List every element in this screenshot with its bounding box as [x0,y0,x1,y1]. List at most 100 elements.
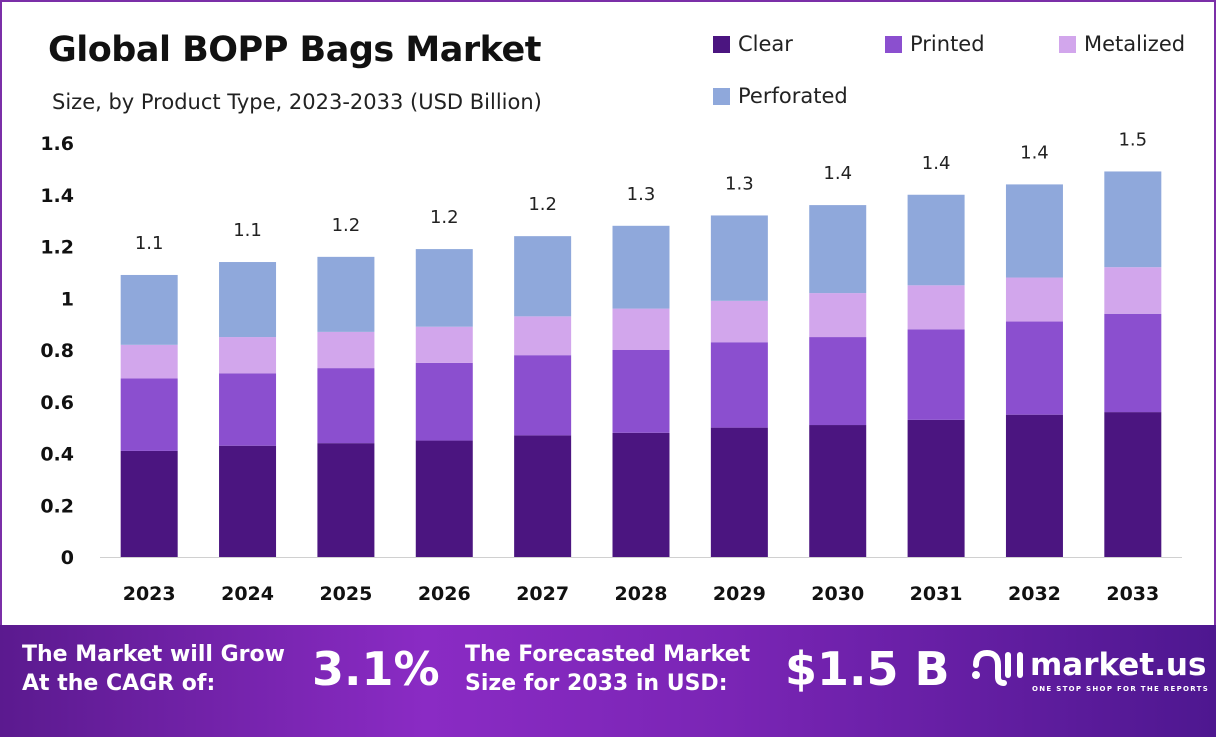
legend-swatch-clear [713,35,730,53]
total-label: 1.4 [922,153,951,174]
forecast-label: The Forecasted Market Size for 2033 in US… [465,640,750,698]
bar-segment-printed [1005,321,1063,415]
x-tick-label: 2024 [221,583,274,605]
forecast-label-line1: The Forecasted Market [465,642,751,667]
bar-segment-metalized [514,316,572,356]
legend-swatch-printed [885,35,902,53]
total-label: 1.5 [1118,129,1147,150]
bar-segment-clear [1005,414,1063,557]
bar-segment-clear [809,425,867,557]
bar-segment-printed [120,378,178,451]
bar-segment-metalized [809,293,867,338]
legend-printed: Printed [885,32,985,56]
bar-segment-printed [907,329,965,420]
bar-segment-metalized [710,300,768,343]
legend-label: Printed [910,32,985,56]
bar-segment-perforated [612,225,670,309]
x-tick-label: 2029 [713,583,766,605]
x-tick-label: 2023 [123,583,176,605]
bar-segment-metalized [317,331,375,369]
y-tick-label: 0.8 [40,340,74,362]
forecast-value: $1.5 B [785,642,950,696]
legend-label: Metalized [1084,32,1186,56]
brand-tagline: ONE STOP SHOP FOR THE REPORTS [1032,685,1210,693]
y-tick-label: 0.2 [40,495,74,517]
y-tick-label: 1.6 [40,133,74,155]
chart-subtitle: Size, by Product Type, 2023-2033 (USD Bi… [52,90,542,114]
legend-metalized: Metalized [1059,32,1185,56]
bar-segment-perforated [317,256,375,332]
bar-segment-printed [415,362,473,441]
bar-segment-perforated [219,262,277,338]
bar-segment-clear [907,419,965,557]
bar-segment-clear [710,427,768,557]
x-tick-label: 2026 [418,583,471,605]
bar-segment-printed [1104,313,1162,413]
bar-segment-perforated [514,236,572,317]
cagr-label-line1: The Market will Grow [22,642,285,667]
total-label: 1.4 [1020,142,1049,163]
brand-name: market.us [1030,647,1207,683]
bar-chart: 0 0.2 0.4 0.6 0.8 1 1.2 1.4 1.6 1.1 2023 1.1 2024 1.2… [40,129,1182,605]
y-tick-label: 1.2 [40,237,74,259]
x-tick-label: 2027 [516,583,569,605]
bar-segment-printed [219,373,277,446]
y-tick-label: 0 [61,547,74,569]
y-tick-label: 0.4 [40,444,74,466]
bar-segment-printed [612,350,670,433]
bar-segment-perforated [415,249,473,327]
total-label: 1.3 [627,184,656,205]
legend-label: Clear [738,32,793,56]
bar-segment-clear [1104,412,1162,557]
cagr-label: The Market will Grow At the CAGR of: [22,640,285,698]
market-us-logo-icon [972,649,1023,686]
bar-segment-clear [219,445,277,557]
bar-segment-clear [612,432,670,557]
y-tick-label: 1.4 [40,185,74,207]
cagr-label-line2: At the CAGR of: [22,671,216,696]
x-tick-label: 2025 [319,583,372,605]
total-label: 1.1 [233,220,262,241]
total-label: 1.2 [332,215,361,236]
bar-segment-clear [120,450,178,557]
x-tick-label: 2028 [615,583,668,605]
bar-segment-perforated [907,194,965,286]
bar-segment-perforated [1005,184,1063,278]
y-tick-label: 1 [61,288,74,310]
legend-clear: Clear [713,32,793,56]
bar-segment-metalized [907,285,965,330]
x-tick-label: 2033 [1106,583,1159,605]
bar-segment-clear [514,435,572,557]
bar-segment-perforated [120,274,178,345]
bar-segment-clear [415,440,473,557]
total-label: 1.3 [725,173,754,194]
bar-segment-perforated [710,215,768,301]
total-label: 1.2 [528,194,557,215]
legend-label: Perforated [738,84,848,108]
forecast-label-line2: Size for 2033 in USD: [465,671,728,696]
bar-segment-metalized [1005,277,1063,322]
legend-swatch-perforated [713,87,730,105]
bar-segment-printed [710,342,768,428]
bar-segment-printed [809,337,867,426]
x-tick-label: 2030 [811,583,864,605]
bar-segment-metalized [120,344,178,379]
legend-swatch-metalized [1059,35,1076,53]
footer-banner: The Market will Grow At the CAGR of: 3.1%… [0,625,1216,737]
total-label: 1.2 [430,207,459,228]
total-label: 1.1 [135,233,164,254]
bar-segment-metalized [1104,267,1162,314]
brand-logo: market.us ONE STOP SHOP FOR THE REPORTS [970,647,1208,693]
bar-segment-printed [514,355,572,436]
bar-segment-printed [317,368,375,444]
bar-segment-metalized [219,337,277,374]
bar-segment-metalized [612,308,670,350]
x-tick-label: 2031 [910,583,963,605]
y-tick-label: 0.6 [40,392,74,414]
total-label: 1.4 [823,163,852,184]
bar-segment-perforated [809,205,867,294]
bar-segment-clear [317,443,375,557]
bar-segment-perforated [1104,171,1162,268]
chart-title: Global BOPP Bags Market [48,30,541,70]
